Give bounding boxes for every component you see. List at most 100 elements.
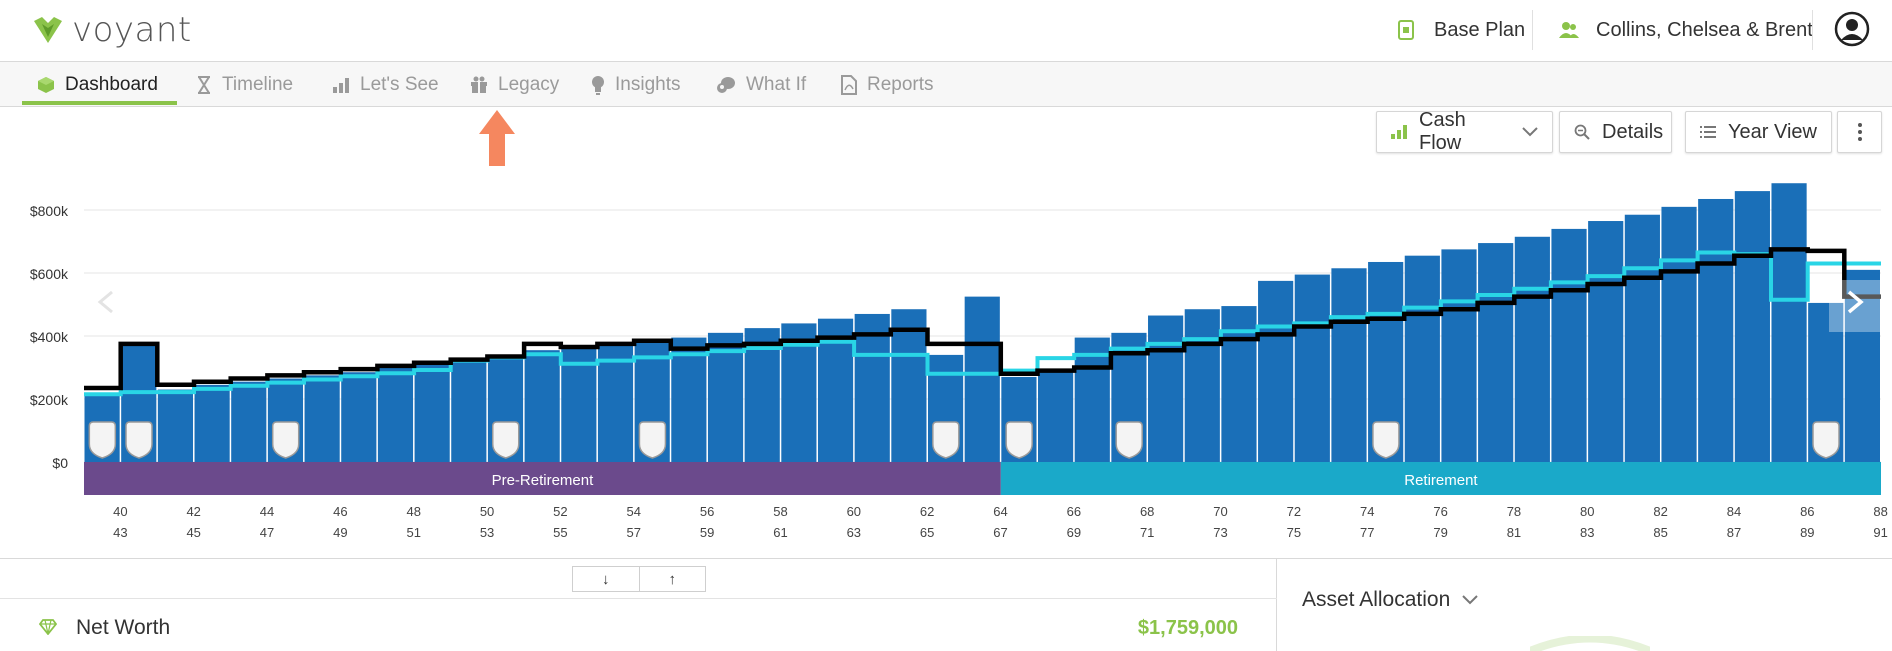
- age-label-secondary: 47: [260, 525, 274, 540]
- event-marker[interactable]: [125, 421, 153, 459]
- age-label-primary: 82: [1653, 504, 1667, 519]
- age-label-secondary: 53: [480, 525, 494, 540]
- event-marker[interactable]: [491, 421, 520, 459]
- more-options-button[interactable]: [1837, 111, 1882, 153]
- event-marker[interactable]: [1115, 421, 1143, 459]
- tab-timeline[interactable]: Timeline: [196, 62, 293, 107]
- age-label-secondary: 65: [920, 525, 934, 540]
- shield-icon: [271, 421, 300, 459]
- shield-icon: [491, 421, 520, 459]
- tab-lets-see[interactable]: Let's See: [332, 62, 439, 107]
- chart-bar: [1514, 236, 1550, 462]
- event-marker[interactable]: [932, 421, 960, 459]
- asset-allocation-dropdown[interactable]: Asset Allocation: [1302, 588, 1478, 612]
- gift-icon: [470, 76, 488, 94]
- year-view-label: Year View: [1728, 120, 1817, 143]
- shield-icon: [1005, 421, 1033, 459]
- age-label-primary: 62: [920, 504, 934, 519]
- pdf-icon: [841, 74, 857, 95]
- cash-flow-label: Cash Flow: [1419, 109, 1466, 154]
- tab-dashboard[interactable]: Dashboard: [37, 62, 158, 107]
- header-divider: [1812, 10, 1813, 50]
- age-label-secondary: 73: [1213, 525, 1227, 540]
- diamond-icon: [39, 619, 57, 635]
- chart-bar: [1258, 280, 1294, 462]
- tab-legacy[interactable]: Legacy: [470, 62, 559, 107]
- tab-reports[interactable]: Reports: [841, 62, 934, 107]
- tab-what-if[interactable]: What If: [716, 62, 806, 107]
- details-button[interactable]: Details: [1559, 111, 1672, 153]
- x-axis-age-labels: 40 43 42 45 44 47 46 49 48 51 50 53 52 55 54 57 56 59 58 61…: [113, 504, 1888, 540]
- chart-bar: [561, 348, 597, 462]
- age-label-secondary: 59: [700, 525, 714, 540]
- chart-bar: [1148, 315, 1184, 462]
- tab-label: Let's See: [360, 73, 439, 95]
- chart-bar: [964, 296, 1000, 462]
- chart-bar: [1074, 337, 1110, 462]
- voyant-logo[interactable]: voyant: [32, 10, 192, 50]
- age-label-secondary: 63: [847, 525, 861, 540]
- sort-down-button[interactable]: ↓: [602, 570, 610, 588]
- tab-label: Legacy: [498, 73, 560, 95]
- y-tick-label: $0: [52, 455, 68, 471]
- event-marker[interactable]: [638, 421, 667, 459]
- event-marker[interactable]: [1812, 421, 1840, 459]
- chart-bar: [1698, 198, 1734, 462]
- age-label-secondary: 49: [333, 525, 347, 540]
- asset-allocation-label: Asset Allocation: [1302, 588, 1451, 611]
- age-label-primary: 66: [1067, 504, 1081, 519]
- chart-bar: [1294, 274, 1330, 462]
- y-axis-ticks: $0 $200k $400k $600k $800k: [30, 203, 69, 471]
- chart-bar: [524, 350, 560, 462]
- event-marker[interactable]: [1005, 421, 1033, 459]
- header-divider: [1532, 10, 1533, 50]
- chart-prev-arrow[interactable]: [97, 290, 113, 314]
- event-marker[interactable]: [88, 421, 117, 459]
- lightbulb-icon: [591, 75, 605, 95]
- chart-bar: [1404, 255, 1440, 462]
- user-avatar-icon[interactable]: [1834, 11, 1870, 47]
- age-label-secondary: 57: [627, 525, 641, 540]
- chart-bar: [854, 313, 890, 462]
- year-view-button[interactable]: Year View: [1685, 111, 1832, 153]
- divider: [0, 598, 1277, 599]
- net-worth-label: Net Worth: [76, 616, 171, 639]
- client-label: Collins, Chelsea & Brent: [1596, 18, 1813, 41]
- bars-icon: [332, 77, 350, 93]
- allocation-donut-arc: [1530, 636, 1650, 651]
- phase-band: [84, 462, 1001, 495]
- chart-phase-bands: Pre-Retirement Retirement: [84, 462, 1881, 495]
- chart-bar: [1331, 268, 1367, 462]
- age-label-primary: 72: [1287, 504, 1301, 519]
- age-label-secondary: 89: [1800, 525, 1814, 540]
- y-tick-label: $400k: [30, 329, 69, 345]
- tab-insights[interactable]: Insights: [591, 62, 680, 107]
- net-worth-row[interactable]: Net Worth $1,759,000: [0, 604, 1277, 650]
- chart-next-arrow[interactable]: [1829, 280, 1884, 332]
- annotation-arrow-icon: [479, 110, 515, 166]
- y-tick-label: $600k: [30, 266, 69, 282]
- client-selector[interactable]: Collins, Chelsea & Brent: [1558, 0, 1813, 60]
- chart-bar: [194, 384, 230, 462]
- chart-lines: [84, 247, 1881, 397]
- chart-bar: [231, 381, 267, 462]
- phase-label: Retirement: [1404, 472, 1478, 489]
- age-label-primary: 88: [1873, 504, 1887, 519]
- age-label-primary: 58: [773, 504, 787, 519]
- age-label-secondary: 79: [1433, 525, 1447, 540]
- plan-selector[interactable]: Base Plan: [1398, 0, 1525, 60]
- event-marker[interactable]: [1372, 421, 1400, 459]
- chart-bar: [1661, 206, 1697, 462]
- sort-up-button[interactable]: ↑: [638, 567, 706, 591]
- active-tab-indicator: [22, 101, 177, 105]
- age-label-primary: 68: [1140, 504, 1154, 519]
- chevron-down-icon: [1522, 127, 1538, 137]
- main-tabs: Dashboard Timeline Let's See Legacy Insi…: [0, 62, 1892, 107]
- chart-bar: [1441, 249, 1477, 462]
- age-label-primary: 56: [700, 504, 714, 519]
- chart-bar: [304, 375, 340, 462]
- cash-flow-dropdown[interactable]: Cash Flow: [1376, 109, 1553, 154]
- event-marker[interactable]: [271, 421, 300, 459]
- chart-bar: [1038, 372, 1074, 462]
- age-label-primary: 54: [627, 504, 641, 519]
